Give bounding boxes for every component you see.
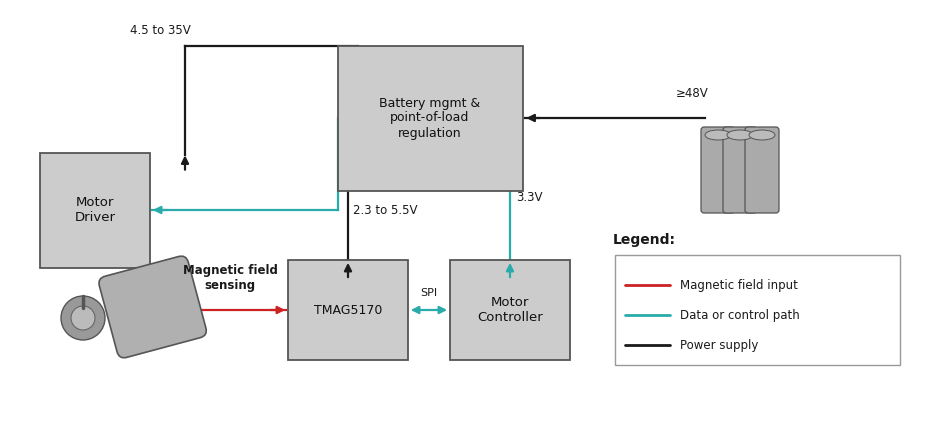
- Text: Magnetic field input: Magnetic field input: [680, 279, 797, 292]
- Text: ≥48V: ≥48V: [676, 87, 709, 100]
- FancyBboxPatch shape: [99, 256, 206, 358]
- Circle shape: [61, 296, 105, 340]
- FancyBboxPatch shape: [40, 153, 150, 268]
- FancyBboxPatch shape: [723, 127, 757, 213]
- Text: SPI: SPI: [420, 288, 437, 298]
- Text: Motor
Driver: Motor Driver: [75, 196, 115, 224]
- Text: 2.3 to 5.5V: 2.3 to 5.5V: [353, 204, 417, 217]
- FancyBboxPatch shape: [615, 255, 900, 365]
- FancyBboxPatch shape: [288, 260, 408, 360]
- FancyBboxPatch shape: [450, 260, 570, 360]
- Ellipse shape: [749, 130, 775, 140]
- Text: Battery mgmt &
point-of-load
regulation: Battery mgmt & point-of-load regulation: [379, 97, 480, 139]
- Text: Magnetic field
sensing: Magnetic field sensing: [183, 264, 277, 292]
- Text: 3.3V: 3.3V: [516, 191, 543, 204]
- Text: Motor
Controller: Motor Controller: [477, 296, 543, 324]
- Ellipse shape: [705, 130, 731, 140]
- FancyBboxPatch shape: [745, 127, 779, 213]
- FancyBboxPatch shape: [338, 45, 522, 190]
- Text: Data or control path: Data or control path: [680, 309, 799, 321]
- Ellipse shape: [727, 130, 753, 140]
- Text: TMAG5170: TMAG5170: [314, 304, 382, 316]
- Circle shape: [71, 306, 95, 330]
- FancyBboxPatch shape: [701, 127, 735, 213]
- Text: Legend:: Legend:: [613, 233, 676, 247]
- Text: Power supply: Power supply: [680, 338, 758, 351]
- Text: 4.5 to 35V: 4.5 to 35V: [130, 25, 191, 37]
